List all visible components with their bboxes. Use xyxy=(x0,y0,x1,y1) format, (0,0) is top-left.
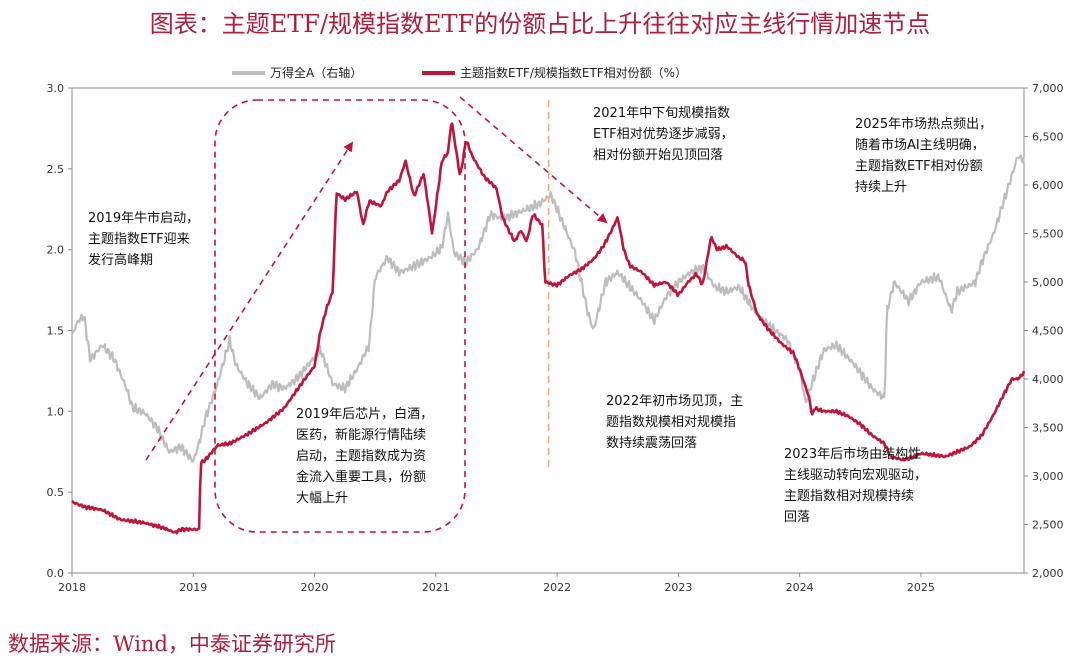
y-right-tick-label: 4,500 xyxy=(1032,325,1064,338)
dashed-highlight-box xyxy=(214,99,466,533)
annotation-text: 2023年后市场由结构性主线驱动转向宏观驱动， 主题指数相对规模持续回落 xyxy=(784,446,927,525)
annotation-line: 2021年中下旬规模指数 xyxy=(593,106,730,121)
annotation-line: 医药，新能源行情陆续 xyxy=(296,427,426,443)
annotation-text: 2019年牛市启动， 主题指数ETF迎来发行高峰期 xyxy=(88,210,199,268)
y-right-tick-label: 3,000 xyxy=(1032,470,1064,483)
y-right-tick-label: 3,500 xyxy=(1032,422,1064,435)
y-right-tick-label: 2,500 xyxy=(1032,519,1064,532)
annotation-line: 回落 xyxy=(784,510,810,525)
y-left-tick-label: 2.0 xyxy=(47,244,65,257)
x-tick-label: 2018 xyxy=(58,581,86,594)
annotation-line: 相对份额开始见顶回落 xyxy=(593,148,723,163)
y-right-tick-label: 4,000 xyxy=(1032,373,1064,386)
annotation-line: 2022年初市场见顶，主 xyxy=(606,393,743,409)
annotation-text: 2025年市场热点频出， 随着市场AI主线明确， 主题指数ETF相对份额持续上升 xyxy=(855,116,992,195)
dashed-arrow-down xyxy=(459,96,608,224)
annotation-line: ETF相对优势逐步减弱， xyxy=(593,126,734,142)
y-right-tick-label: 5,000 xyxy=(1032,276,1064,289)
legend-label-relative-share: 主题指数ETF/规模指数ETF相对份额（%） xyxy=(460,65,687,80)
annotation-line: 主题指数ETF迎来 xyxy=(88,232,190,247)
annotation-text: 2021年中下旬规模指数 ETF相对优势逐步减弱， 相对份额开始见顶回落 xyxy=(593,106,734,163)
y-left-tick-label: 0.5 xyxy=(47,486,65,499)
dashed-arrow-up xyxy=(145,141,354,461)
y-left-tick-label: 1.0 xyxy=(47,405,65,418)
x-tick-label: 2019 xyxy=(179,581,207,594)
annotation-line: 大幅上升 xyxy=(296,491,348,506)
y-right-tick-label: 5,500 xyxy=(1032,228,1064,241)
y-left-tick-label: 3.0 xyxy=(47,82,65,95)
series-line-relative-share xyxy=(71,122,1026,535)
source-note: 数据来源：Wind，中泰证券研究所 xyxy=(8,632,336,656)
axis-ticks: 2018 2019 2020 2021 2022 2023 2024 2025 0.0 0.5 1.… xyxy=(47,82,1064,594)
annotation-line: 主线驱动转向宏观驱动， xyxy=(784,467,927,483)
annotation-line: 2025年市场热点频出， xyxy=(855,116,992,132)
x-tick-label: 2024 xyxy=(786,581,814,594)
series-layer xyxy=(71,122,1026,535)
annotation-line: 随着市场AI主线明确， xyxy=(855,137,985,153)
annotation-line: 启动，主题指数成为资 xyxy=(296,449,426,464)
annotation-line: 数持续震荡回落 xyxy=(606,436,697,451)
y-left-tick-label: 0.0 xyxy=(47,567,65,580)
annotation-shapes xyxy=(145,96,608,533)
annotation-line: 2019年后芯片，白酒， xyxy=(296,406,433,422)
x-tick-label: 2023 xyxy=(664,581,692,594)
y-right-tick-label: 6,000 xyxy=(1032,179,1064,192)
y-left-tick-label: 2.5 xyxy=(47,163,65,176)
annotation-line: 2023年后市场由结构性 xyxy=(784,446,921,462)
x-tick-label: 2025 xyxy=(907,581,935,594)
y-right-tick-label: 2,000 xyxy=(1032,567,1064,580)
series-line-wind-all-a xyxy=(71,154,1026,463)
annotation-line: 主题指数ETF相对份额 xyxy=(855,159,983,174)
page-title: 图表：主题ETF/规模指数ETF的份额占比上升往往对应主线行情加速节点 xyxy=(149,10,931,38)
annotation-text: 2019年后芯片，白酒， 医药，新能源行情陆续启动，主题指数成为资金流入重要工具，… xyxy=(296,406,433,506)
legend-label-wind-all-a: 万得全A（右轴） xyxy=(270,65,362,80)
y-right-tick-label: 7,000 xyxy=(1032,82,1064,95)
annotation-line: 金流入重要工具，份额 xyxy=(296,469,426,485)
annotation-line: 持续上升 xyxy=(855,180,907,195)
annotation-line: 题指数规模相对规模指 xyxy=(606,415,736,430)
x-tick-label: 2020 xyxy=(301,581,329,594)
annotation-line: 主题指数相对规模持续 xyxy=(784,489,914,504)
annotation-line: 2019年牛市启动， xyxy=(88,210,199,226)
y-left-tick-label: 1.5 xyxy=(47,325,65,338)
annotation-line: 发行高峰期 xyxy=(88,252,153,268)
annotation-layer: 2019年牛市启动， 主题指数ETF迎来发行高峰期 2019年后芯片，白酒， 医药，新… xyxy=(88,106,992,525)
y-right-tick-label: 6,500 xyxy=(1032,131,1064,144)
legend: 万得全A（右轴） 主题指数ETF/规模指数ETF相对份额（%） xyxy=(232,65,687,80)
annotation-text: 2022年初市场见顶，主题指数规模相对规模指数持续震荡回落 xyxy=(606,393,743,451)
x-tick-label: 2022 xyxy=(543,581,571,594)
x-tick-label: 2021 xyxy=(422,581,450,594)
